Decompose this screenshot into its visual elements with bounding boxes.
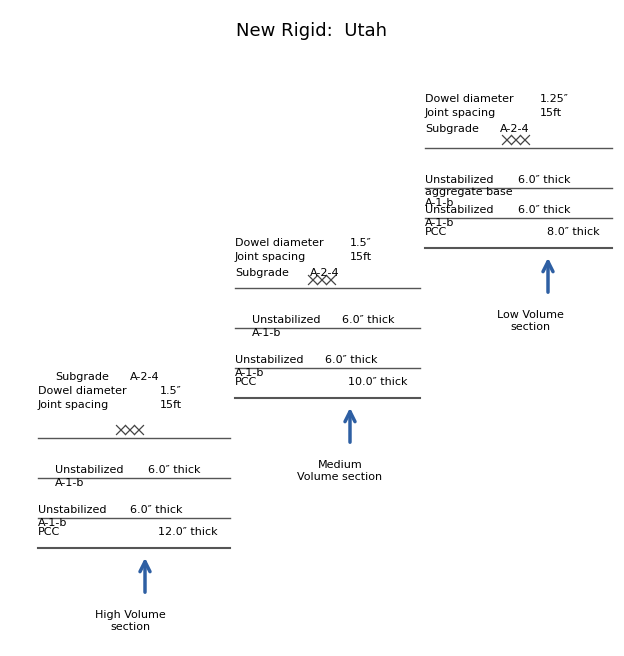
Text: A-2-4: A-2-4 — [130, 372, 160, 382]
Text: Unstabilized: Unstabilized — [38, 505, 107, 515]
Text: 15ft: 15ft — [350, 252, 372, 262]
Text: New Rigid:  Utah: New Rigid: Utah — [236, 22, 388, 40]
Text: Unstabilized: Unstabilized — [235, 355, 303, 365]
Text: 15ft: 15ft — [540, 108, 562, 118]
Text: Unstabilized
aggregate base
A-1-b: Unstabilized aggregate base A-1-b — [425, 175, 513, 208]
Text: A-1-b: A-1-b — [55, 478, 84, 488]
Text: Subgrade: Subgrade — [235, 268, 289, 278]
Text: 6.0″ thick: 6.0″ thick — [325, 355, 378, 365]
Text: Unstabilized: Unstabilized — [252, 315, 321, 325]
Text: A-1-b: A-1-b — [425, 218, 454, 228]
Text: A-1-b: A-1-b — [235, 368, 265, 378]
Text: Joint spacing: Joint spacing — [235, 252, 306, 262]
Text: Joint spacing: Joint spacing — [38, 400, 109, 410]
Text: A-1-b: A-1-b — [252, 328, 281, 338]
Text: 6.0″ thick: 6.0″ thick — [518, 175, 570, 185]
Text: 1.5″: 1.5″ — [160, 386, 182, 396]
Text: 15ft: 15ft — [160, 400, 182, 410]
Text: PCC: PCC — [425, 227, 447, 237]
Text: A-2-4: A-2-4 — [310, 268, 339, 278]
Text: Medium
Volume section: Medium Volume section — [298, 460, 383, 482]
Text: 6.0″ thick: 6.0″ thick — [130, 505, 182, 515]
Text: Joint spacing: Joint spacing — [425, 108, 496, 118]
Text: Subgrade: Subgrade — [55, 372, 109, 382]
Text: 6.0″ thick: 6.0″ thick — [518, 205, 570, 215]
Text: A-1-b: A-1-b — [38, 518, 67, 528]
Text: A-2-4: A-2-4 — [500, 124, 530, 134]
Text: Unstabilized: Unstabilized — [55, 465, 124, 475]
Text: 1.5″: 1.5″ — [350, 238, 372, 248]
Text: Dowel diameter: Dowel diameter — [38, 386, 127, 396]
Text: Dowel diameter: Dowel diameter — [235, 238, 324, 248]
Text: 12.0″ thick: 12.0″ thick — [158, 527, 218, 537]
Text: PCC: PCC — [235, 377, 257, 387]
Text: Dowel diameter: Dowel diameter — [425, 94, 514, 104]
Text: High Volume
section: High Volume section — [95, 610, 165, 632]
Text: 6.0″ thick: 6.0″ thick — [342, 315, 394, 325]
Text: 10.0″ thick: 10.0″ thick — [348, 377, 408, 387]
Text: 8.0″ thick: 8.0″ thick — [547, 227, 600, 237]
Text: Subgrade: Subgrade — [425, 124, 479, 134]
Text: 1.25″: 1.25″ — [540, 94, 569, 104]
Text: PCC: PCC — [38, 527, 61, 537]
Text: Low Volume
section: Low Volume section — [497, 310, 563, 331]
Text: 6.0″ thick: 6.0″ thick — [148, 465, 200, 475]
Text: Unstabilized: Unstabilized — [425, 205, 494, 215]
